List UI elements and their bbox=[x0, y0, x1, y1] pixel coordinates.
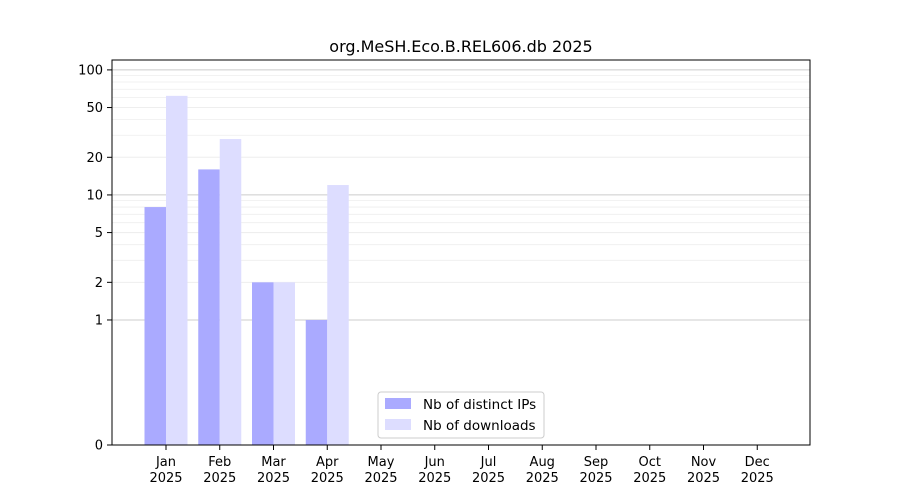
bar-downloads bbox=[219, 139, 242, 445]
y-tick-label: 50 bbox=[86, 101, 103, 116]
x-tick-label-year: 2025 bbox=[741, 471, 774, 486]
legend-swatch-downloads bbox=[385, 419, 411, 430]
x-tick-label-month: Feb bbox=[208, 455, 231, 470]
bar-distinct-ips bbox=[305, 319, 328, 445]
y-tick-label: 1 bbox=[95, 313, 103, 328]
bar-distinct-ips bbox=[198, 169, 220, 445]
y-tick-label: 5 bbox=[95, 226, 103, 241]
x-tick-label-month: May bbox=[368, 455, 395, 470]
legend-label-distinct-ips: Nb of distinct IPs bbox=[423, 397, 536, 413]
bar-downloads bbox=[327, 185, 349, 445]
x-tick-label-year: 2025 bbox=[311, 471, 344, 486]
x-axis: Jan2025Feb2025Mar2025Apr2025May2025Jun20… bbox=[149, 445, 774, 486]
legend-frame bbox=[377, 391, 545, 439]
chart-title: org.MeSH.Eco.B.REL606.db 2025 bbox=[329, 37, 592, 56]
bar-distinct-ips bbox=[144, 207, 166, 445]
y-tick-label: 100 bbox=[78, 63, 103, 78]
x-tick-label-month: Jan bbox=[155, 455, 176, 470]
x-tick-label-year: 2025 bbox=[579, 471, 612, 486]
bar-downloads bbox=[273, 282, 295, 445]
x-tick-label-year: 2025 bbox=[633, 471, 666, 486]
x-tick-label-month: Sep bbox=[584, 455, 609, 470]
x-tick-label-year: 2025 bbox=[149, 471, 182, 486]
x-tick-label-month: Dec bbox=[745, 455, 770, 470]
x-tick-label-year: 2025 bbox=[526, 471, 559, 486]
x-tick-label-month: Oct bbox=[639, 455, 661, 470]
x-tick-label-month: Apr bbox=[316, 455, 339, 470]
y-tick-label: 20 bbox=[86, 151, 103, 166]
x-tick-label-year: 2025 bbox=[364, 471, 397, 486]
y-axis: 0 1 2 5 10 20 50 100 bbox=[78, 63, 112, 454]
y-tick-label: 0 bbox=[95, 439, 103, 454]
x-tick-label-month: Jul bbox=[480, 455, 497, 470]
legend-swatch-distinct-ips bbox=[385, 398, 411, 409]
x-tick-label-month: Mar bbox=[261, 455, 286, 470]
bar-downloads bbox=[166, 95, 188, 446]
x-tick-label-year: 2025 bbox=[418, 471, 451, 486]
x-tick-label-year: 2025 bbox=[472, 471, 505, 486]
plot-frame bbox=[111, 59, 811, 446]
x-tick-label-year: 2025 bbox=[257, 471, 290, 486]
legend-label-downloads: Nb of downloads bbox=[423, 418, 536, 434]
x-tick-label-year: 2025 bbox=[203, 471, 236, 486]
x-tick-label-month: Aug bbox=[530, 455, 555, 470]
bar-distinct-ips bbox=[252, 282, 274, 445]
y-tick-label: 10 bbox=[86, 188, 103, 203]
x-tick-label-year: 2025 bbox=[687, 471, 720, 486]
y-tick-label: 2 bbox=[95, 276, 103, 291]
x-tick-label-month: Nov bbox=[691, 455, 717, 470]
bars bbox=[144, 95, 349, 446]
x-tick-label-month: Jun bbox=[424, 455, 445, 470]
legend: Nb of distinct IPs Nb of downloads bbox=[377, 391, 545, 439]
